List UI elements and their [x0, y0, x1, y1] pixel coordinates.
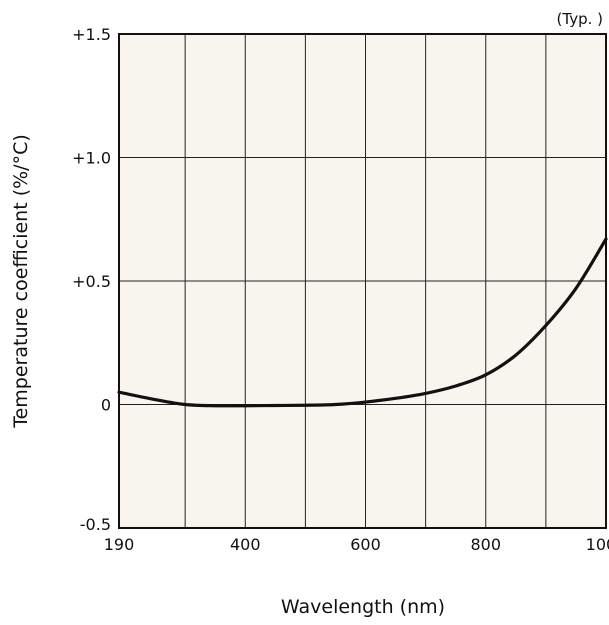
y-tick-label: -0.5: [80, 515, 111, 534]
x-axis-title: Wavelength (nm): [281, 596, 445, 618]
x-tick-label: 190: [104, 535, 135, 554]
typical-note: (Typ. ): [557, 10, 603, 28]
x-tick-label: 600: [350, 535, 381, 554]
x-tick-labels: 190 400 600 800 1000: [104, 535, 609, 554]
y-tick-labels: +1.5 +1.0 +0.5 0 -0.5: [72, 25, 111, 534]
y-tick-label: +1.0: [72, 149, 111, 168]
x-tick-label: 1000: [586, 535, 609, 554]
series-line: [117, 237, 608, 408]
plot-frame: [118, 33, 607, 529]
y-tick-label: +1.5: [72, 25, 111, 44]
x-tick-label: 800: [470, 535, 501, 554]
x-tick-label: 400: [230, 535, 261, 554]
y-tick-label: +0.5: [72, 272, 111, 291]
y-axis-title: Temperature coefficient (%/°C): [10, 134, 32, 429]
y-tick-label: 0: [101, 396, 111, 415]
